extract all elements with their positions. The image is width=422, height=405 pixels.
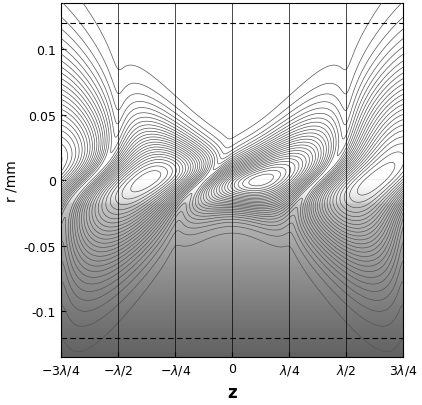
X-axis label: z: z [227, 383, 237, 401]
Y-axis label: r /mm: r /mm [4, 160, 18, 202]
